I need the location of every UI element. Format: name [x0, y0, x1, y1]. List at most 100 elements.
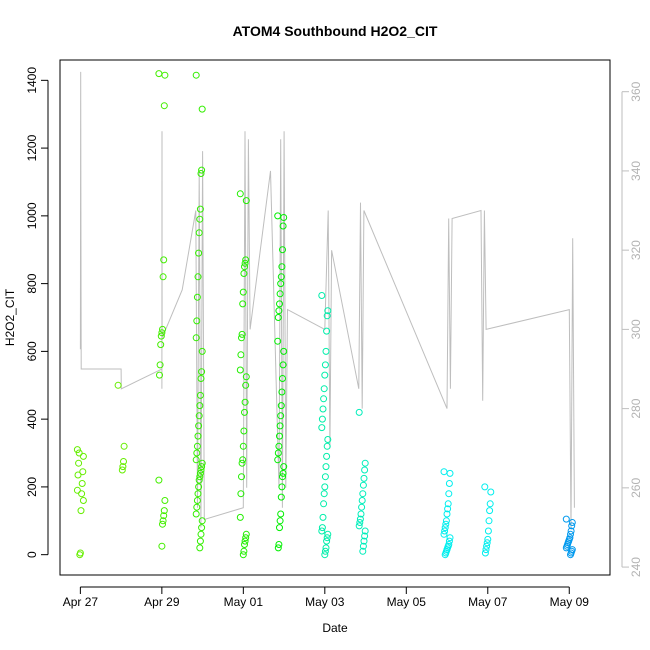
data-point	[241, 537, 249, 545]
data-point	[487, 488, 495, 496]
y-tick-label: 200	[25, 477, 39, 497]
data-point	[274, 544, 282, 552]
left-axis: 0 200 400 600 800 1000 1200 1400	[25, 67, 49, 558]
right-tick-label: 280	[629, 398, 643, 418]
data-point	[321, 371, 329, 379]
data-point	[239, 288, 247, 296]
data-point	[276, 422, 284, 430]
plot-frame	[59, 59, 611, 576]
data-point	[157, 332, 165, 340]
data-point	[279, 222, 287, 230]
data-point	[242, 256, 250, 264]
data-point	[197, 170, 205, 177]
data-point	[357, 510, 365, 518]
data-point	[78, 480, 86, 487]
data-point	[242, 530, 250, 538]
data-point	[323, 312, 331, 320]
data-point	[198, 517, 206, 525]
data-point	[73, 446, 81, 454]
data-point	[157, 341, 165, 349]
data-point	[481, 483, 489, 491]
data-point	[159, 325, 166, 333]
data-point	[445, 480, 453, 487]
data-point	[119, 463, 127, 471]
data-point	[319, 405, 327, 413]
data-point	[197, 530, 205, 538]
data-point	[239, 300, 247, 308]
data-point	[275, 541, 283, 548]
data-point	[322, 347, 330, 355]
data-point	[239, 456, 247, 464]
data-point	[198, 105, 206, 113]
data-point	[486, 507, 494, 515]
data-point	[318, 424, 326, 432]
data-point	[240, 270, 248, 277]
data-point	[155, 70, 163, 78]
data-point	[120, 442, 128, 450]
data-point	[241, 541, 248, 548]
data-point	[196, 402, 204, 410]
x-tick-label: Apr 29	[144, 595, 180, 609]
data-point	[361, 527, 369, 535]
data-point	[277, 412, 285, 420]
data-point	[236, 190, 244, 198]
data-point	[193, 503, 201, 511]
data-point	[323, 534, 331, 542]
data-point	[276, 517, 284, 525]
data-point	[242, 197, 250, 205]
data-point	[359, 490, 367, 498]
data-point	[120, 458, 127, 465]
data-point	[160, 102, 168, 110]
data-point	[446, 534, 454, 542]
data-point	[158, 542, 166, 550]
right-tick-label: 360	[629, 81, 643, 101]
y-tick-label: 400	[25, 409, 39, 429]
data-point	[482, 546, 490, 554]
data-point	[321, 547, 329, 555]
data-point	[161, 71, 169, 79]
data-point	[240, 547, 248, 555]
data-point	[322, 463, 330, 471]
data-point	[198, 524, 206, 532]
data-point	[318, 415, 326, 423]
data-point	[567, 530, 574, 538]
data-point	[442, 517, 450, 525]
data-point	[359, 542, 367, 550]
right-axis: 240 260 280 300 320 340 360	[621, 81, 643, 577]
data-point	[242, 381, 250, 389]
data-point	[277, 273, 285, 281]
data-point	[318, 524, 326, 532]
data-point	[196, 391, 204, 399]
data-point	[361, 459, 369, 467]
chart-title: ATOM4 Southbound H2O2_CIT	[233, 23, 438, 39]
data-point	[197, 375, 205, 382]
data-point	[193, 442, 201, 450]
data-point	[361, 466, 369, 474]
data-point	[486, 500, 494, 508]
data-point	[562, 515, 570, 523]
data-point	[274, 449, 282, 457]
data-point	[443, 510, 451, 518]
data-point	[278, 388, 286, 396]
data-point	[193, 293, 201, 301]
data-point	[79, 468, 87, 476]
data-point	[241, 398, 249, 406]
data-point	[279, 473, 286, 481]
data-point	[242, 534, 250, 542]
data-point	[237, 490, 245, 498]
data-point	[483, 542, 491, 550]
data-point	[156, 361, 164, 369]
data-point	[192, 456, 200, 464]
data-point	[238, 330, 246, 338]
data-point	[239, 442, 247, 450]
data-point	[277, 402, 285, 410]
data-point	[356, 519, 364, 526]
data-point	[445, 490, 453, 498]
x-axis: Apr 27 Apr 29 May 01 May 03 May 05 May 07 May …	[63, 586, 589, 609]
data-point	[481, 549, 489, 557]
data-point	[323, 327, 331, 335]
data-point	[196, 544, 204, 552]
data-point	[279, 375, 286, 382]
data-point	[161, 497, 169, 504]
data-point	[278, 263, 286, 271]
